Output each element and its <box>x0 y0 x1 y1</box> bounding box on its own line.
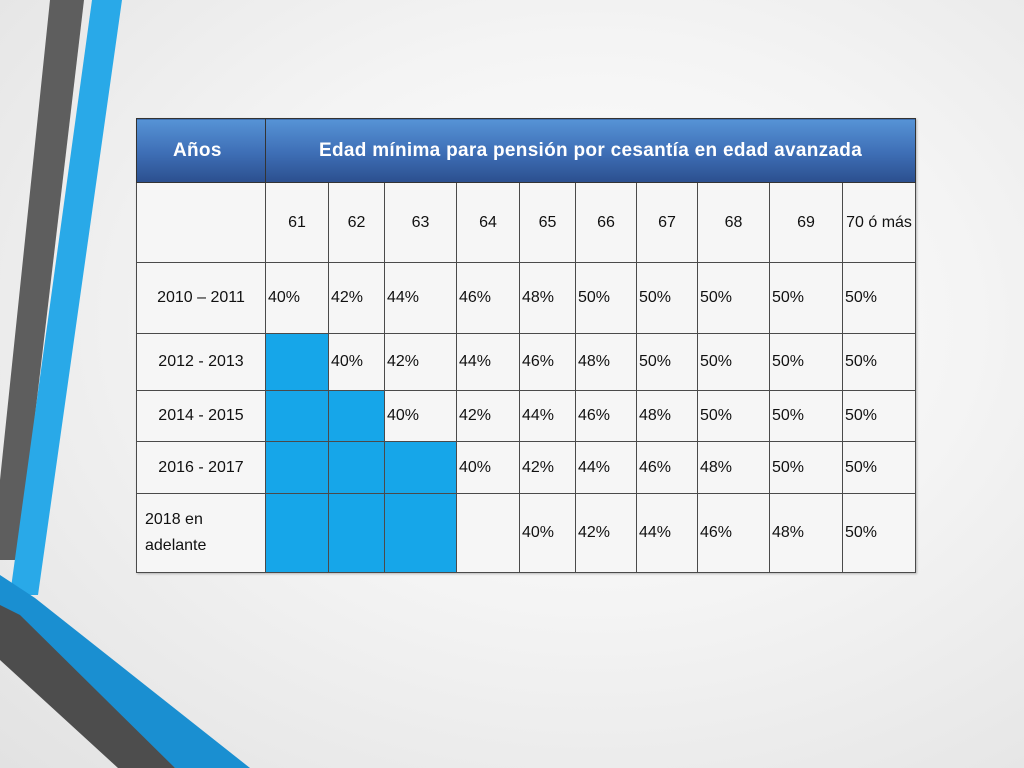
percentage-cell: 46% <box>575 390 637 442</box>
percentage-cell: 44% <box>636 493 698 573</box>
age-header-cell: 64 <box>456 182 520 263</box>
percentage-cell: 44% <box>519 390 576 442</box>
decor-stripe-gray-lower <box>0 605 175 768</box>
percentage-cell: 42% <box>328 262 385 334</box>
not-applicable-cell <box>265 333 329 391</box>
percentage-cell: 40% <box>519 493 576 573</box>
percentage-cell: 48% <box>636 390 698 442</box>
percentage-cell: 46% <box>456 262 520 334</box>
percentage-cell: 44% <box>456 333 520 391</box>
age-header-cell: 61 <box>265 182 329 263</box>
percentage-cell: 50% <box>841 441 917 494</box>
percentage-cell: 40% <box>328 333 385 391</box>
age-header-cell: 63 <box>384 182 457 263</box>
age-header-cell: 66 <box>575 182 637 263</box>
percentage-cell: 40% <box>384 390 457 442</box>
table-row: 2018 en adelante 40% 42% 44% 46% 48% 50% <box>136 493 917 573</box>
header-title: Edad mínima para pensión por cesantía en… <box>264 118 917 183</box>
header-years: Años <box>136 118 266 183</box>
decor-stripe-gray <box>0 0 84 560</box>
percentage-cell: 50% <box>769 390 843 442</box>
percentage-cell: 50% <box>697 390 770 442</box>
percentage-cell: 48% <box>519 262 576 334</box>
percentage-cell: 50% <box>841 333 917 391</box>
percentage-cell: 50% <box>769 441 843 494</box>
period-label: 2016 - 2017 <box>136 441 266 494</box>
percentage-cell: 50% <box>769 262 843 334</box>
not-applicable-cell <box>384 493 457 573</box>
percentage-cell: 50% <box>841 390 917 442</box>
age-header-cell: 65 <box>519 182 576 263</box>
ages-row: 61 62 63 64 65 66 67 68 69 70 ó más <box>136 182 917 263</box>
percentage-cell: 46% <box>697 493 770 573</box>
period-label: 2018 en adelante <box>136 493 266 573</box>
percentage-cell: 44% <box>575 441 637 494</box>
age-header-cell: 68 <box>697 182 770 263</box>
percentage-cell: 42% <box>456 390 520 442</box>
age-header-cell: 70 ó más <box>841 182 917 263</box>
table-row: 2014 - 2015 40% 42% 44% 46% 48% 50% 50% 50% <box>136 390 917 442</box>
age-header-cell: 62 <box>328 182 385 263</box>
empty-cell <box>456 493 520 573</box>
percentage-cell: 40% <box>456 441 520 494</box>
age-header-cell: 67 <box>636 182 698 263</box>
not-applicable-cell <box>265 390 329 442</box>
period-label: 2012 - 2013 <box>136 333 266 391</box>
not-applicable-cell <box>328 441 385 494</box>
period-label: 2010 – 2011 <box>136 262 266 334</box>
header-row: Años Edad mínima para pensión por cesant… <box>136 118 917 183</box>
percentage-cell: 50% <box>636 333 698 391</box>
percentage-cell: 42% <box>575 493 637 573</box>
percentage-cell: 48% <box>769 493 843 573</box>
ages-row-blank <box>136 182 266 263</box>
table-row: 2012 - 2013 40% 42% 44% 46% 48% 50% 50% 50% 50% <box>136 333 917 391</box>
pension-age-table: Años Edad mínima para pensión por cesant… <box>136 118 917 573</box>
not-applicable-cell <box>265 493 329 573</box>
percentage-cell: 46% <box>519 333 576 391</box>
not-applicable-cell <box>384 441 457 494</box>
percentage-cell: 50% <box>636 262 698 334</box>
percentage-cell: 50% <box>841 493 917 573</box>
age-header-cell: 69 <box>769 182 843 263</box>
not-applicable-cell <box>328 493 385 573</box>
decor-stripe-blue <box>10 0 122 595</box>
not-applicable-cell <box>265 441 329 494</box>
percentage-cell: 44% <box>384 262 457 334</box>
table-row: 2016 - 2017 40% 42% 44% 46% 48% 50% 50% <box>136 441 917 494</box>
percentage-cell: 42% <box>384 333 457 391</box>
percentage-cell: 50% <box>697 262 770 334</box>
percentage-cell: 42% <box>519 441 576 494</box>
period-label: 2014 - 2015 <box>136 390 266 442</box>
decor-stripe-blue-lower <box>0 575 250 768</box>
table-row: 2010 – 2011 40% 42% 44% 46% 48% 50% 50% 50% 50% 50… <box>136 262 917 334</box>
percentage-cell: 48% <box>575 333 637 391</box>
percentage-cell: 50% <box>841 262 917 334</box>
percentage-cell: 48% <box>697 441 770 494</box>
percentage-cell: 50% <box>575 262 637 334</box>
percentage-cell: 46% <box>636 441 698 494</box>
percentage-cell: 50% <box>769 333 843 391</box>
percentage-cell: 40% <box>265 262 329 334</box>
percentage-cell: 50% <box>697 333 770 391</box>
not-applicable-cell <box>328 390 385 442</box>
